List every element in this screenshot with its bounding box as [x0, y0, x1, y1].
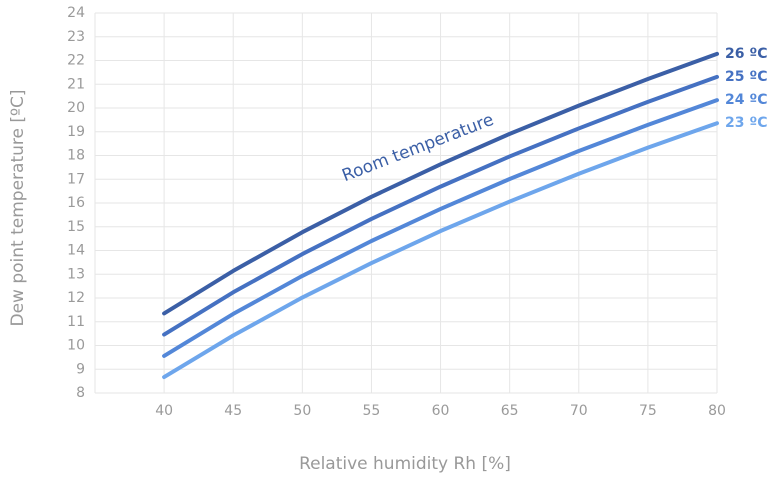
- y-tick-label: 21: [67, 76, 85, 92]
- series-label: 23 ºC: [725, 115, 768, 131]
- y-tick-label: 14: [67, 243, 85, 259]
- y-tick-label: 13: [67, 266, 85, 282]
- x-tick-label: 50: [293, 403, 311, 419]
- x-tick-label: 55: [363, 403, 381, 419]
- series-line: [162, 121, 719, 380]
- y-tick-label: 15: [67, 219, 85, 235]
- x-tick-label: 65: [501, 403, 519, 419]
- y-tick-label: 20: [67, 100, 85, 116]
- series-line: [162, 74, 719, 337]
- x-tick-label: 70: [570, 403, 588, 419]
- series-label: 25 ºC: [725, 69, 768, 85]
- y-tick-label: 17: [67, 171, 85, 187]
- x-tick-label: 40: [155, 403, 173, 419]
- y-tick-label: 8: [76, 385, 85, 401]
- x-tick-label: 45: [224, 403, 242, 419]
- y-tick-label: 11: [67, 314, 85, 330]
- series-label: 24 ºC: [725, 92, 768, 108]
- x-axis-title: Relative humidity Rh [%]: [299, 454, 511, 474]
- series-line: [162, 98, 719, 358]
- x-tick-label: 60: [432, 403, 450, 419]
- series-label: 26 ºC: [725, 46, 768, 62]
- y-tick-label: 23: [67, 29, 85, 45]
- y-tick-label: 16: [67, 195, 85, 211]
- y-tick-label: 12: [67, 290, 85, 306]
- y-tick-label: 10: [67, 338, 85, 354]
- y-tick-label: 19: [67, 124, 85, 140]
- y-axis-title: Dew point temperature [ºC]: [8, 89, 28, 326]
- series-line: [162, 51, 719, 316]
- y-tick-label: 18: [67, 148, 85, 164]
- x-tick-label: 75: [639, 403, 657, 419]
- y-tick-label: 24: [67, 5, 85, 21]
- y-tick-label: 22: [67, 53, 85, 69]
- x-tick-label: 80: [708, 403, 726, 419]
- y-tick-label: 9: [76, 361, 85, 377]
